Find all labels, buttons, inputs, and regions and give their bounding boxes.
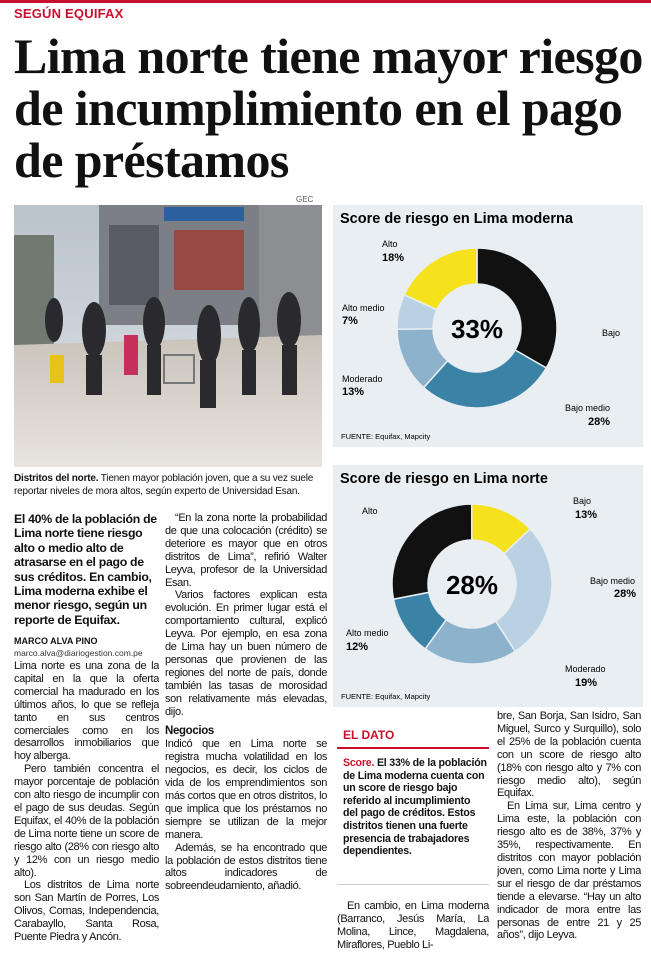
paragraph: Indicó que en Lima norte se registra muc… (165, 738, 327, 841)
segment-label: Alto (362, 506, 378, 516)
segment-label: Bajo medio (565, 403, 610, 413)
donut-segment (422, 348, 548, 409)
paragraph: En cambio, en Lima moderna (Barranco, Je… (337, 900, 489, 951)
segment-value: 28% (614, 588, 636, 600)
box-title: EL DATO (337, 722, 489, 749)
segment-label: Alto (382, 239, 398, 249)
segment-value: 7% (342, 315, 358, 327)
segment-label: Moderado (565, 664, 606, 674)
fact-box: EL DATO Score. El 33% de la población de… (337, 722, 489, 885)
column: En cambio, en Lima moderna (Barranco, Je… (337, 900, 489, 958)
kicker: SEGÚN EQUIFAX (14, 6, 124, 21)
segment-label: Alto medio (342, 303, 385, 313)
headline: Lima norte tiene mayor riesgo de incumpl… (14, 28, 643, 188)
lead: El 40% de la población de Lima norte tie… (14, 512, 157, 627)
photo-caption: Distritos del norte. Tienen mayor poblac… (14, 472, 326, 498)
caption-lead: Distritos del norte. (14, 473, 99, 484)
segment-label: Bajo (573, 496, 591, 506)
subhead: Negocios (165, 724, 214, 737)
segment-label: Bajo medio (590, 576, 635, 586)
donut-segment (392, 591, 448, 650)
column: Lima norte es una zona de la capital en … (14, 660, 159, 958)
segment-label: Bajo (602, 328, 620, 338)
box-label: Score. (343, 757, 375, 769)
paragraph: Lima norte es una zona de la capital en … (14, 660, 159, 763)
donut-segment (403, 247, 478, 311)
chart-title: Score de riesgo en Lima norte (340, 471, 548, 487)
paragraph: Los distritos de Lima norte son San Mart… (14, 879, 159, 944)
top-rule (0, 0, 651, 3)
center-value: 33% (451, 314, 503, 344)
chart-source: FUENTE: Equifax, Mapcity (341, 692, 430, 701)
donut-segment (476, 247, 558, 370)
segment-value: 28% (588, 416, 610, 428)
segment-value: 18% (382, 252, 404, 264)
segment-value: 13% (342, 386, 364, 398)
byline: MARCO ALVA PINO (14, 636, 98, 646)
box-body: Score. El 33% de la población de Lima mo… (337, 757, 489, 858)
center-value: 28% (446, 570, 498, 600)
chart-title: Score de riesgo en Lima moderna (340, 211, 574, 227)
segment-value: 19% (575, 677, 597, 689)
box-text: El 33% de la población de Lima moderna c… (343, 757, 487, 858)
segment-label: Alto medio (346, 628, 389, 638)
paragraph: Además, se ha encontrado que la població… (165, 841, 327, 893)
email: marco.alva@diariogestion.com.pe (14, 648, 143, 658)
chart-source: FUENTE: Equifax, Mapcity (341, 432, 430, 441)
photo (14, 205, 322, 467)
paragraph: bre, San Borja, San Isidro, San Miguel, … (497, 710, 641, 800)
column: “En la zona norte la probabilidad de que… (165, 512, 327, 958)
caption-text: Tienen mayor población joven, que a su v… (14, 473, 314, 497)
segment-value: 12% (346, 641, 368, 653)
segment-value: 13% (575, 509, 597, 521)
column: bre, San Borja, San Isidro, San Miguel, … (497, 710, 641, 958)
segment-label: Moderado (342, 374, 383, 384)
photo-credit: GEC (296, 195, 314, 204)
paragraph: Varios factores explican esta evolución.… (165, 589, 327, 718)
paragraph: En Lima sur, Lima centro y Lima este, la… (497, 800, 641, 942)
paragraph: Pero también concentra el mayor porcenta… (14, 763, 159, 879)
paragraph: “En la zona norte la probabilidad de que… (165, 512, 327, 589)
